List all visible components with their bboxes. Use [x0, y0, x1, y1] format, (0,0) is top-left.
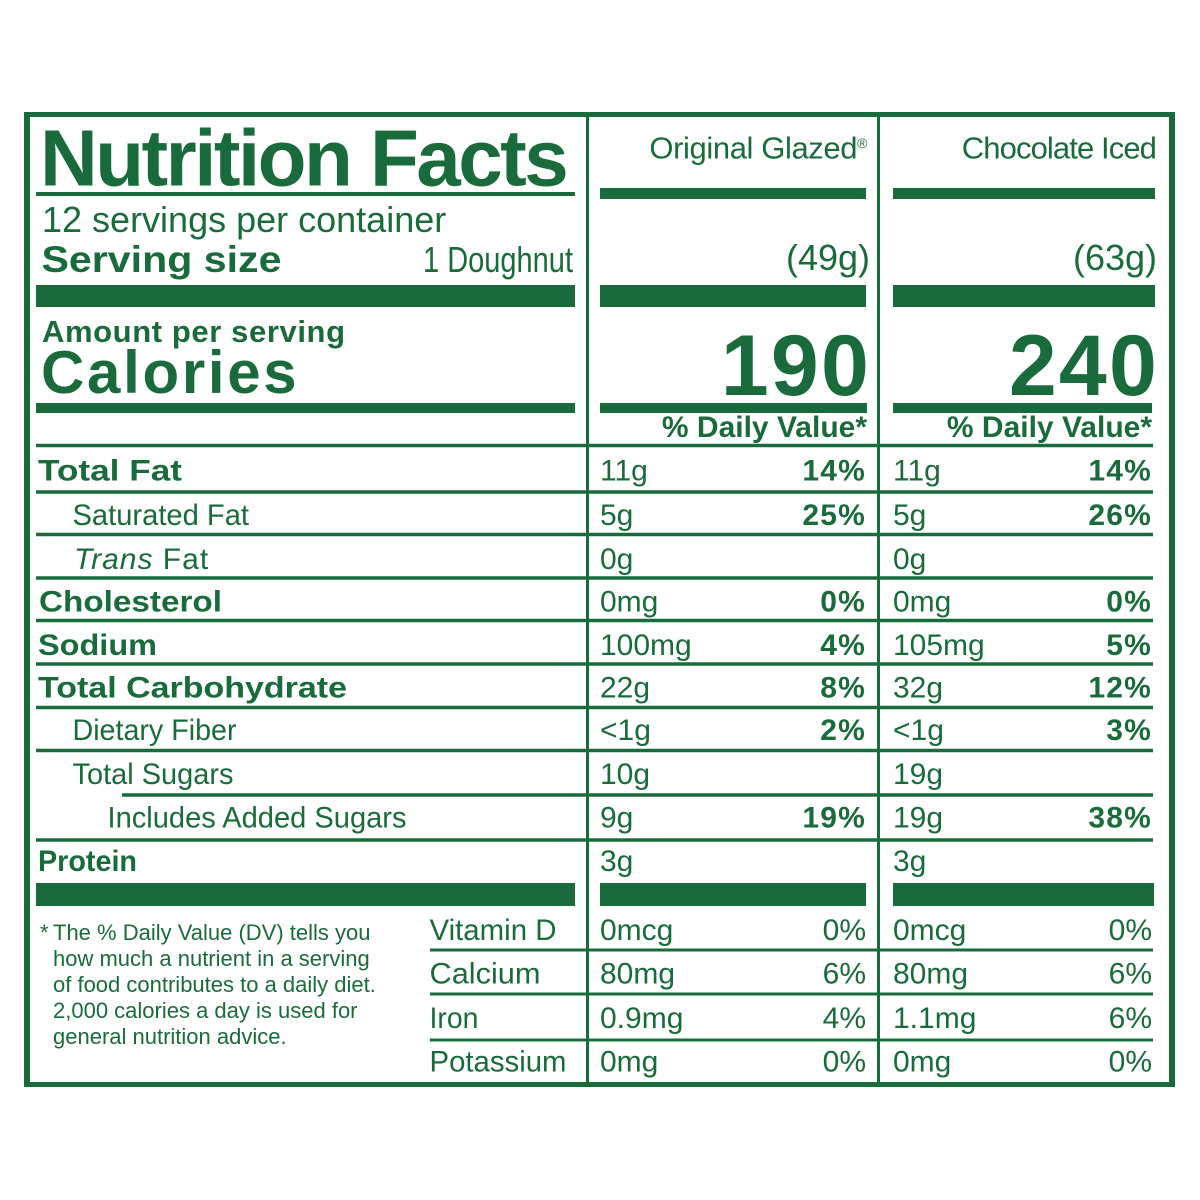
svg-text:0%: 0%: [823, 914, 866, 947]
svg-text:general nutrition advice.: general nutrition advice.: [53, 1024, 287, 1049]
svg-text:0%: 0%: [820, 586, 866, 619]
svg-text:38%: 38%: [1088, 802, 1152, 835]
svg-text:0mcg: 0mcg: [600, 914, 673, 947]
svg-text:10g: 10g: [600, 758, 650, 791]
svg-text:6%: 6%: [823, 958, 866, 991]
svg-text:1.1mg: 1.1mg: [893, 1002, 976, 1035]
svg-text:5g: 5g: [893, 499, 926, 532]
svg-text:(49g): (49g): [786, 237, 870, 278]
svg-text:Chocolate Iced: Chocolate Iced: [962, 131, 1156, 166]
svg-text:0mg: 0mg: [893, 586, 951, 619]
svg-text:Dietary Fiber: Dietary Fiber: [73, 714, 237, 747]
svg-text:0%: 0%: [1109, 1046, 1152, 1079]
svg-text:0%: 0%: [823, 1046, 866, 1079]
svg-text:1 Doughnut: 1 Doughnut: [423, 239, 573, 280]
svg-text:0g: 0g: [893, 543, 926, 576]
svg-text:26%: 26%: [1088, 499, 1152, 532]
svg-text:Calories: Calories: [41, 339, 299, 406]
svg-text:3%: 3%: [1106, 714, 1152, 747]
svg-text:Total Sugars: Total Sugars: [73, 758, 234, 791]
svg-text:0mcg: 0mcg: [893, 914, 966, 947]
svg-text:0.9mg: 0.9mg: [600, 1002, 683, 1035]
svg-text:Amount per serving: Amount per serving: [42, 314, 346, 349]
svg-text:how much a nutrient in a servi: how much a nutrient in a serving: [53, 946, 370, 971]
svg-text:% Daily Value*: % Daily Value*: [947, 411, 1152, 444]
svg-text:Iron: Iron: [430, 1002, 479, 1035]
svg-text:Saturated Fat: Saturated Fat: [73, 499, 250, 532]
svg-text:2%: 2%: [820, 714, 866, 747]
svg-text:Serving size: Serving size: [42, 239, 282, 280]
svg-text:0%: 0%: [1109, 914, 1152, 947]
svg-text:Protein: Protein: [38, 845, 137, 878]
svg-text:0mg: 0mg: [893, 1046, 951, 1079]
svg-text:0mg: 0mg: [600, 1046, 658, 1079]
svg-text:22g: 22g: [600, 672, 650, 705]
svg-text:32g: 32g: [893, 672, 943, 705]
svg-text:6%: 6%: [1109, 958, 1152, 991]
svg-text:12%: 12%: [1088, 672, 1152, 705]
svg-text:Potassium: Potassium: [430, 1046, 567, 1079]
svg-text:11g: 11g: [600, 455, 648, 488]
svg-text:The % Daily Value (DV) tells y: The % Daily Value (DV) tells you: [53, 920, 371, 945]
svg-text:(63g): (63g): [1073, 237, 1157, 278]
svg-text:Sodium: Sodium: [38, 629, 157, 662]
svg-text:Original Glazed®: Original Glazed®: [649, 131, 868, 166]
svg-text:0mg: 0mg: [600, 586, 658, 619]
svg-text:8%: 8%: [820, 672, 866, 705]
svg-text:25%: 25%: [802, 499, 866, 532]
svg-text:80mg: 80mg: [600, 958, 675, 991]
svg-text:3g: 3g: [600, 845, 633, 878]
svg-text:% Daily Value*: % Daily Value*: [662, 411, 867, 444]
svg-text:12 servings per container: 12 servings per container: [42, 199, 446, 240]
svg-text:of food contributes to a daily: of food contributes to a daily diet.: [53, 972, 376, 997]
svg-text:190: 190: [721, 318, 871, 414]
svg-text:14%: 14%: [802, 455, 866, 488]
svg-text:105mg: 105mg: [893, 629, 985, 662]
svg-text:<1g: <1g: [600, 714, 651, 747]
svg-text:2,000 calories a day is used f: 2,000 calories a day is used for: [53, 998, 358, 1023]
svg-text:Vitamin D: Vitamin D: [430, 914, 557, 947]
svg-text:5g: 5g: [600, 499, 633, 532]
svg-text:0g: 0g: [600, 543, 633, 576]
svg-text:6%: 6%: [1109, 1002, 1152, 1035]
svg-text:3g: 3g: [893, 845, 926, 878]
svg-text:Trans Fat: Trans Fat: [74, 543, 209, 576]
svg-text:19g: 19g: [893, 802, 943, 835]
svg-text:100mg: 100mg: [600, 629, 692, 662]
svg-text:<1g: <1g: [893, 714, 944, 747]
svg-text:9g: 9g: [600, 802, 633, 835]
svg-text:240: 240: [1009, 318, 1159, 414]
svg-text:*: *: [40, 920, 49, 945]
svg-text:4%: 4%: [820, 629, 866, 662]
svg-text:19g: 19g: [893, 758, 943, 791]
svg-text:80mg: 80mg: [893, 958, 968, 991]
svg-text:5%: 5%: [1106, 629, 1152, 662]
svg-text:14%: 14%: [1088, 455, 1152, 488]
svg-text:Total Fat: Total Fat: [38, 455, 182, 488]
svg-text:Cholesterol: Cholesterol: [39, 586, 222, 619]
svg-text:0%: 0%: [1106, 586, 1152, 619]
svg-text:19%: 19%: [802, 802, 866, 835]
svg-text:Calcium: Calcium: [430, 958, 541, 991]
svg-text:Nutrition Facts: Nutrition Facts: [40, 114, 566, 203]
svg-text:Includes Added Sugars: Includes Added Sugars: [108, 802, 407, 835]
svg-text:4%: 4%: [823, 1002, 866, 1035]
svg-text:Total Carbohydrate: Total Carbohydrate: [38, 672, 347, 705]
svg-text:11g: 11g: [893, 455, 941, 488]
